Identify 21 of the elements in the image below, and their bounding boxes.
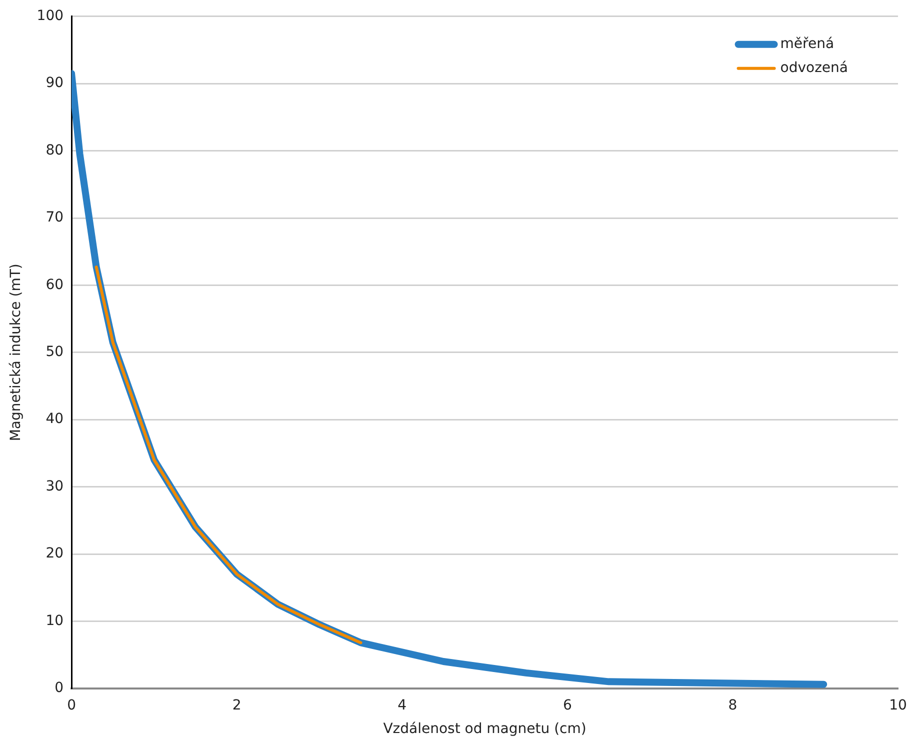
x-tick-label: 4 <box>398 697 407 714</box>
y-tick-label: 0 <box>54 680 64 696</box>
x-axis-title: Vzdálenost od magnetu (cm) <box>383 721 586 738</box>
y-tick-label: 50 <box>46 344 64 360</box>
legend-label: odvozená <box>780 60 848 76</box>
y-axis-title: Magnetická indukce (mT) <box>8 264 24 442</box>
x-tick-label: 10 <box>889 697 907 714</box>
y-tick-label: 60 <box>46 276 64 293</box>
x-tick-label: 2 <box>232 697 242 714</box>
y-tick-label: 70 <box>46 210 64 226</box>
x-tick-label: 8 <box>728 697 738 714</box>
y-tick-label: 10 <box>46 612 64 629</box>
y-tick-label: 30 <box>46 478 64 494</box>
x-tick-label: 6 <box>562 697 572 714</box>
x-tick-label: 0 <box>67 697 76 714</box>
y-tick-label: 100 <box>36 8 64 24</box>
y-tick-label: 90 <box>46 75 64 92</box>
y-tick-label: 20 <box>46 546 64 562</box>
y-tick-label: 80 <box>46 142 64 158</box>
legend-label: měřená <box>780 36 834 52</box>
y-tick-label: 40 <box>46 411 64 428</box>
